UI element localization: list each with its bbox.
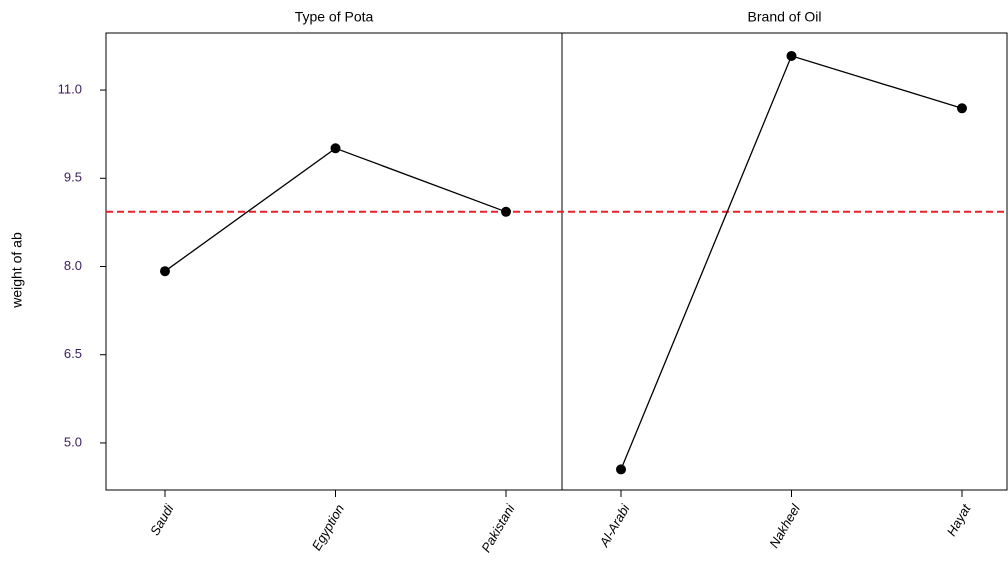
y-axis-label: weight of ab [9, 232, 25, 309]
x-tick-label: Nakheel [766, 501, 803, 551]
point [330, 143, 341, 154]
x-tick-label: Hayat [944, 501, 975, 539]
point [160, 266, 170, 277]
effect-line [620, 55, 963, 470]
effect-line [164, 147, 507, 272]
y-tick-label: 9.5 [64, 170, 82, 185]
x-tick-label: Al-Arabi [596, 501, 633, 550]
point [786, 50, 797, 61]
y-tick-label: 6.5 [64, 346, 82, 361]
x-tick-label: Saudi [147, 501, 177, 538]
plot-frame [105, 32, 1008, 491]
x-tick-label: Pakistani [478, 501, 518, 555]
panel-title: Type of Pota [295, 9, 374, 25]
y-tick-label: 5.0 [64, 434, 82, 449]
y-tick-label: 11.0 [58, 81, 82, 96]
y-tick-label: 8.0 [64, 258, 82, 273]
point [957, 103, 967, 114]
point [501, 206, 511, 217]
point [616, 464, 626, 475]
panel-title: Brand of Oil [748, 9, 822, 25]
x-tick-label: Egyption [309, 502, 347, 553]
